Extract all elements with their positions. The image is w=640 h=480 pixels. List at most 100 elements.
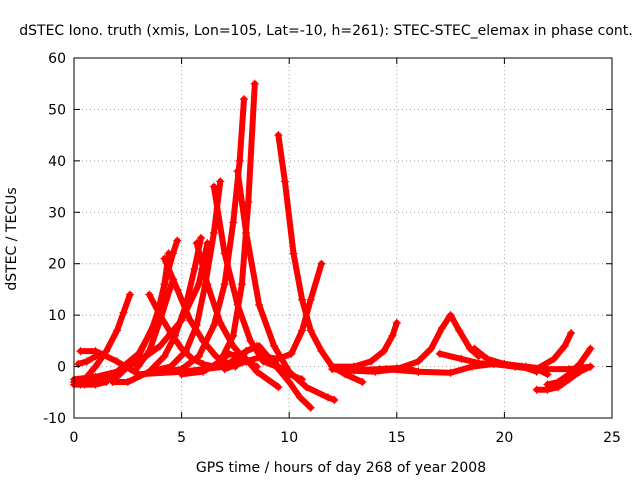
data-point (345, 366, 354, 375)
plot-frame (73, 57, 613, 419)
data-point (233, 167, 242, 176)
series-15 (274, 131, 367, 386)
data-point (160, 254, 169, 263)
data-point (177, 367, 186, 376)
data-point (446, 368, 455, 377)
data-point (91, 362, 100, 371)
y-tick-label: 40 (48, 154, 66, 170)
data-point (252, 342, 261, 350)
data-point (82, 357, 91, 366)
data-point (91, 352, 100, 361)
data-point (192, 239, 201, 248)
data-point (125, 290, 134, 299)
y-tick-label: 30 (48, 205, 66, 221)
data-point (317, 347, 326, 356)
data-point (287, 349, 296, 358)
data-point (560, 342, 569, 350)
series-trace (275, 132, 366, 385)
data-point (274, 131, 283, 140)
data-point (209, 362, 218, 371)
series-19 (231, 342, 307, 384)
x-tick-label: 20 (495, 430, 513, 446)
data-point (263, 352, 272, 361)
series-18 (188, 349, 283, 392)
data-point (196, 234, 205, 242)
series-trace (161, 255, 232, 367)
data-point (575, 367, 584, 376)
y-tick-label: 20 (48, 257, 66, 273)
data-point (274, 383, 283, 392)
data-point (113, 326, 122, 335)
data-point (95, 349, 104, 358)
data-point (328, 365, 337, 374)
data-point (216, 177, 225, 186)
data-point (489, 360, 498, 368)
data-point (160, 352, 169, 361)
data-point (209, 321, 218, 330)
data-point (457, 354, 466, 363)
series-20 (328, 318, 401, 371)
data-point (156, 311, 165, 320)
data-point (76, 347, 85, 356)
x-tick-label: 10 (280, 430, 298, 446)
data-point (306, 403, 315, 412)
data-point (194, 280, 203, 289)
y-tick-label: -10 (43, 411, 66, 427)
data-point (255, 300, 264, 309)
data-point (405, 365, 414, 374)
data-point (470, 344, 479, 353)
data-point (209, 228, 218, 237)
data-point (186, 316, 195, 325)
data-point (298, 375, 307, 384)
y-tick-label: 60 (48, 51, 66, 67)
data-point (360, 365, 369, 374)
data-point (575, 360, 584, 368)
data-point (123, 378, 132, 386)
data-point (134, 357, 143, 366)
data-point (280, 177, 289, 186)
data-point (358, 378, 367, 386)
data-point (220, 280, 229, 289)
data-point (302, 383, 311, 392)
data-point (130, 367, 139, 376)
data-point (113, 357, 122, 366)
x-tick-label: 25 (603, 430, 621, 446)
data-point (177, 344, 186, 353)
data-point (173, 285, 182, 294)
x-axis-title: GPS time / hours of day 268 of year 2008 (196, 460, 486, 476)
data-point (242, 347, 251, 356)
data-point (392, 364, 401, 373)
data-point (252, 367, 261, 376)
x-tick-label: 5 (177, 430, 186, 446)
data-point (532, 385, 541, 394)
series-trace (490, 330, 575, 373)
series-28 (543, 344, 595, 389)
data-point (246, 336, 255, 345)
data-point (270, 342, 279, 350)
data-point (317, 259, 326, 268)
data-point (190, 264, 199, 273)
data-point (366, 357, 375, 366)
data-point (203, 239, 212, 248)
data-point (237, 280, 246, 289)
data-point (102, 378, 111, 386)
data-point (134, 370, 143, 379)
data-point (375, 365, 384, 374)
data-point (285, 370, 294, 379)
series-23 (345, 364, 423, 376)
data-point (188, 354, 197, 363)
series-trace (75, 350, 103, 367)
data-point (298, 326, 307, 335)
series-trace (109, 235, 204, 385)
data-point (446, 311, 455, 320)
y-axis-title: dSTEC / TECUs (4, 187, 20, 290)
data-point (586, 344, 595, 353)
data-point (173, 236, 182, 245)
series-26 (489, 329, 576, 374)
data-point (483, 354, 492, 363)
data-point (235, 156, 244, 165)
data-point (323, 393, 332, 402)
data-point (231, 362, 240, 371)
